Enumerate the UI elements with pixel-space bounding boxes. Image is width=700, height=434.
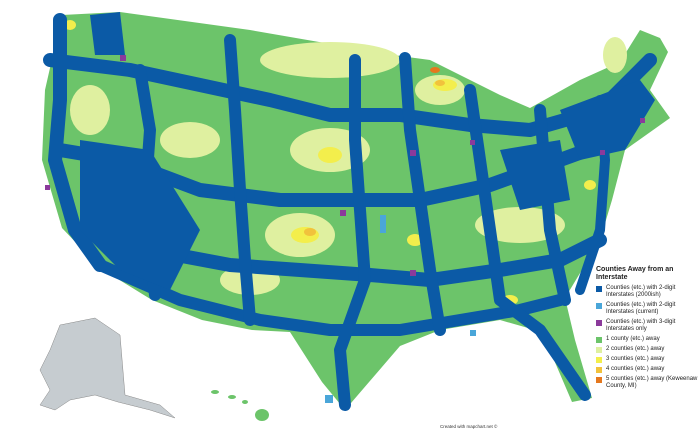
legend-swatch: [596, 346, 602, 353]
three-digit-only: [45, 55, 645, 276]
current-only-areas: [325, 215, 476, 403]
alaska: [39, 317, 176, 419]
legend-swatch: [596, 336, 602, 343]
legend-label: Counties (etc.) with 2-digit Interstates…: [606, 285, 676, 299]
legend-item: Counties (etc.) with 2-digit Interstates…: [596, 285, 698, 299]
legend-swatch: [596, 366, 602, 373]
legend-label: 5 counties (etc.) away (Keweenaw County,…: [606, 375, 698, 389]
legend-swatch: [596, 356, 602, 363]
hawaii: [211, 390, 269, 421]
legend-swatch: [596, 319, 602, 326]
blue-areas: [80, 12, 655, 290]
legend-items: Counties (etc.) with 2-digit Interstates…: [596, 285, 698, 389]
legend-swatch: [596, 376, 602, 383]
legend-label: 3 counties (etc.) away: [606, 355, 665, 362]
legend-item: Counties (etc.) with 2-digit Interstates…: [596, 302, 698, 316]
legend-item: 3 counties (etc.) away: [596, 356, 698, 363]
legend-swatch: [596, 286, 602, 293]
legend: Counties Away from an Interstate Countie…: [596, 266, 698, 393]
legend-label: 2 counties (etc.) away: [606, 345, 665, 352]
legend-label: Counties (etc.) with 3-digit Interstates…: [606, 318, 676, 332]
legend-item: 1 county (etc.) away: [596, 336, 698, 343]
legend-item: 2 counties (etc.) away: [596, 346, 698, 353]
legend-swatch: [596, 303, 602, 310]
legend-item: 5 counties (etc.) away (Keweenaw County,…: [596, 376, 698, 390]
legend-label: 1 county (etc.) away: [606, 335, 660, 342]
legend-label: 4 counties (etc.) away: [606, 365, 665, 372]
legend-item: 4 counties (etc.) away: [596, 366, 698, 373]
footer-credit: Created with mapchart.net ©: [440, 424, 498, 429]
legend-title: Counties Away from an Interstate: [596, 266, 674, 281]
four-five-away: [304, 67, 445, 236]
legend-label: Counties (etc.) with 2-digit Interstates…: [606, 302, 676, 316]
legend-item: Counties (etc.) with 3-digit Interstates…: [596, 319, 698, 333]
